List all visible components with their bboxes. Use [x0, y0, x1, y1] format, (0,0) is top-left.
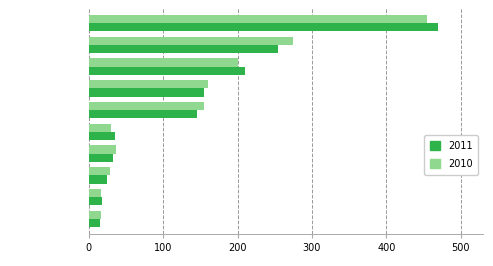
Bar	[89, 37, 293, 45]
Bar	[89, 67, 245, 75]
Bar	[89, 45, 279, 53]
Bar	[89, 15, 427, 23]
Bar	[89, 219, 100, 227]
Bar	[89, 23, 438, 31]
Bar	[89, 102, 204, 110]
Bar	[89, 124, 111, 132]
Legend: 2011, 2010: 2011, 2010	[424, 135, 478, 175]
Bar	[89, 88, 204, 97]
Bar	[89, 110, 197, 118]
Bar	[89, 175, 107, 184]
Bar	[89, 132, 115, 140]
Bar	[89, 211, 102, 219]
Bar	[89, 197, 102, 205]
Bar	[89, 146, 115, 154]
Bar	[89, 154, 112, 162]
Bar	[89, 59, 238, 67]
Bar	[89, 167, 109, 175]
Bar	[89, 189, 101, 197]
Bar	[89, 80, 208, 88]
